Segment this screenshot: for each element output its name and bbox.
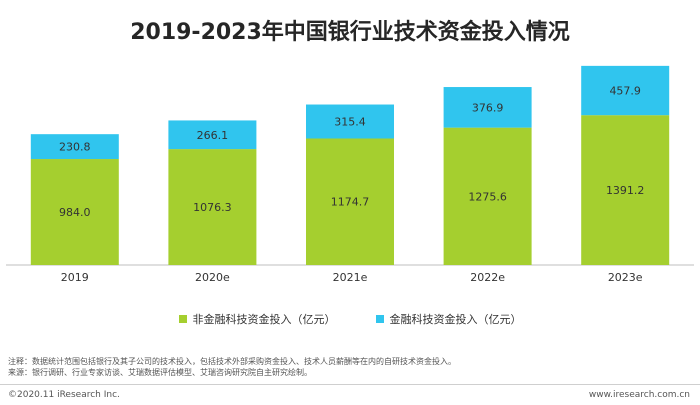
bar-fintech-2022e [443, 87, 532, 128]
data-label-fintech-2022e: 376.9 [472, 101, 504, 114]
data-label-non-fintech-2021e: 1174.7 [331, 196, 370, 209]
bar-non-fintech-2023e [581, 115, 670, 265]
bar-non-fintech-2020e [168, 149, 257, 265]
source-line: 来源：银行调研、行业专家访谈、艾瑞数据评估模型、艾瑞咨询研究院自主研究绘制。 [8, 368, 312, 377]
note-line: 注释：数据统计范围包括银行及其子公司的技术投入，包括技术外部采购资金投入、技术人… [8, 357, 456, 366]
bar-fintech-2021e [306, 104, 394, 139]
x-tick-label-2023e: 2023e [608, 271, 643, 284]
legend-label-non-fintech: 非金融科技资金投入（亿元） [192, 313, 336, 326]
footer-copyright: ©2020.11 iResearch Inc. [8, 390, 120, 400]
x-tick-label-2021e: 2021e [333, 271, 368, 284]
data-label-fintech-2023e: 457.9 [609, 85, 641, 98]
legend-swatch-non-fintech [178, 315, 187, 323]
chart-notes: 注释：数据统计范围包括银行及其子公司的技术投入，包括技术外部采购资金投入、技术人… [8, 356, 698, 378]
legend-item-fintech: 金融科技资金投入（亿元） [375, 311, 522, 327]
bar-fintech-2019 [30, 134, 119, 160]
bar-fintech-2023e [581, 65, 670, 116]
footer-divider [0, 384, 700, 385]
stacked-bar-chart: 984.0 230.8 2019 1076.3 266.1 2020e 1174.7 315.… [6, 65, 694, 284]
x-tick-label-2022e: 2022e [470, 271, 505, 284]
data-label-non-fintech-2023e: 1391.2 [606, 184, 645, 197]
legend-swatch-fintech [375, 315, 384, 323]
bar-fintech-2020e [168, 120, 257, 150]
chart-legend: 非金融科技资金投入（亿元） 金融科技资金投入（亿元） [0, 311, 700, 327]
data-label-non-fintech-2020e: 1076.3 [193, 201, 232, 214]
data-label-non-fintech-2022e: 1275.6 [468, 190, 507, 203]
data-label-fintech-2021e: 315.4 [334, 116, 366, 129]
bar-non-fintech-2022e [443, 127, 532, 266]
data-label-fintech-2019: 230.8 [59, 141, 91, 154]
x-tick-label-2020e: 2020e [195, 271, 230, 284]
footer-website: www.iresearch.com.cn [588, 390, 690, 400]
x-tick-label-2019: 2019 [61, 271, 89, 284]
data-label-fintech-2020e: 266.1 [197, 129, 229, 142]
bar-non-fintech-2019 [30, 159, 119, 265]
legend-item-non-fintech: 非金融科技资金投入（亿元） [178, 311, 336, 327]
legend-label-fintech: 金融科技资金投入（亿元） [389, 313, 522, 326]
data-label-non-fintech-2019: 984.0 [59, 206, 91, 219]
bar-non-fintech-2021e [306, 138, 394, 265]
chart-title: 2019-2023年中国银行业技术资金投入情况 [130, 20, 570, 45]
